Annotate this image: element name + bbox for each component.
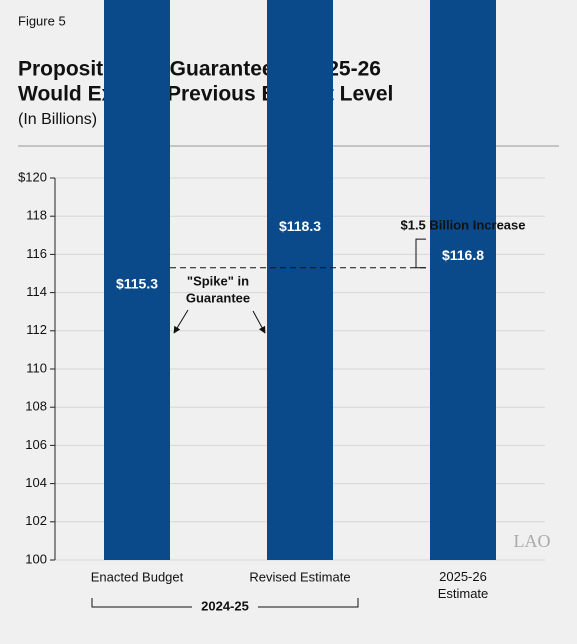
increase-label: $1.5 Billion Increase (400, 217, 525, 232)
group-label-bg (192, 598, 258, 616)
x-tick-label: 2025-26 Estimate (438, 569, 489, 601)
value-label: $116.8 (442, 247, 484, 263)
spike-label: "Spike" in (187, 273, 249, 288)
bar-segment (104, 0, 170, 561)
chart-title: Would Exceed Previous Budget Level (18, 83, 393, 106)
x-tick-label: Revised Estimate (249, 569, 350, 584)
y-tick-label: 118 (26, 208, 47, 223)
value-label: $115.3 (116, 275, 158, 291)
increase-bracket (415, 238, 426, 269)
arrow (173, 309, 189, 334)
spike-label: Guarantee (186, 290, 250, 305)
y-tick-label: 100 (25, 551, 47, 566)
y-tick-label: 104 (25, 475, 47, 490)
bar-segment (267, 0, 333, 560)
bar-segment (430, 0, 496, 560)
y-tick-label: $120 (18, 169, 47, 184)
y-tick-label: 114 (26, 284, 47, 299)
chart-subtitle: (In Billions) (18, 111, 97, 128)
watermark: LAO (514, 531, 551, 551)
y-tick-label: 102 (25, 513, 47, 528)
y-tick-label: 106 (25, 437, 47, 452)
y-tick-label: 112 (26, 322, 47, 337)
group-label: 2024-25 (201, 598, 249, 613)
x-tick-label: Enacted Budget (91, 569, 184, 584)
y-tick-label: 108 (25, 399, 47, 414)
value-label: $118.3 (279, 218, 321, 234)
figure-label: Figure 5 (18, 13, 66, 28)
arrow (252, 310, 266, 334)
y-tick-label: 110 (26, 360, 47, 375)
y-tick-label: 116 (26, 246, 47, 261)
